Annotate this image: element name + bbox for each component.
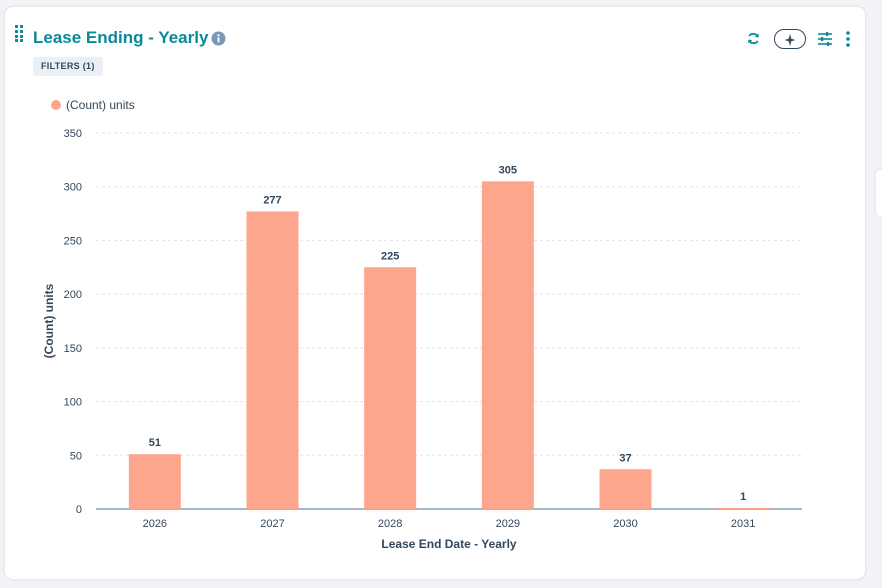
data-label-2028: 225 <box>381 250 399 262</box>
legend-label: (Count) units <box>66 98 135 112</box>
legend-swatch <box>51 100 61 110</box>
drag-handle-icon[interactable] <box>15 25 23 43</box>
bar-2028 <box>364 267 417 509</box>
y-tick-label: 350 <box>64 128 82 140</box>
bar-2031 <box>717 507 770 509</box>
data-label-2030: 37 <box>619 452 631 464</box>
x-tick-label: 2029 <box>496 518 520 530</box>
y-tick-label: 50 <box>70 450 82 462</box>
data-label-2027: 277 <box>263 194 281 206</box>
y-tick-label: 0 <box>76 504 82 516</box>
ai-assist-button[interactable] <box>774 29 806 49</box>
y-tick-label: 300 <box>64 182 82 194</box>
bar-2027 <box>246 211 299 509</box>
data-label-2029: 305 <box>499 164 517 176</box>
data-label-2031: 1 <box>740 491 746 503</box>
refresh-icon[interactable] <box>746 31 761 46</box>
sliders-icon[interactable] <box>817 31 833 47</box>
data-label-2026: 51 <box>149 437 161 449</box>
y-tick-label: 150 <box>64 343 82 355</box>
bar-2030 <box>599 469 652 509</box>
y-tick-label: 200 <box>64 289 82 301</box>
y-axis-title: (Count) units <box>42 283 56 358</box>
x-tick-label: 2031 <box>731 518 755 530</box>
y-tick-label: 100 <box>64 397 82 409</box>
y-tick-label: 250 <box>64 235 82 247</box>
info-icon[interactable] <box>211 31 226 46</box>
chart-legend: (Count) units <box>51 98 135 112</box>
x-tick-label: 2030 <box>613 518 637 530</box>
bar-chart: 0 50 100 150 200 250 300 350 51 2026 277 2027 225 202… <box>42 128 802 551</box>
vertical-dots-icon[interactable] <box>845 30 851 48</box>
sparkle-icon <box>784 33 796 46</box>
report-card: Lease Ending - Yearly FILTERS (1) (Count… <box>5 7 865 579</box>
x-axis-title: Lease End Date - Yearly <box>381 537 517 551</box>
x-tick-label: 2027 <box>260 518 284 530</box>
bar-2026 <box>128 454 181 509</box>
report-title: Lease Ending - Yearly <box>33 28 209 47</box>
filters-button[interactable]: FILTERS (1) <box>33 57 103 76</box>
adjacent-card-edge <box>876 170 882 216</box>
x-tick-label: 2028 <box>378 518 402 530</box>
bar-2029 <box>481 181 534 510</box>
x-tick-label: 2026 <box>143 518 167 530</box>
